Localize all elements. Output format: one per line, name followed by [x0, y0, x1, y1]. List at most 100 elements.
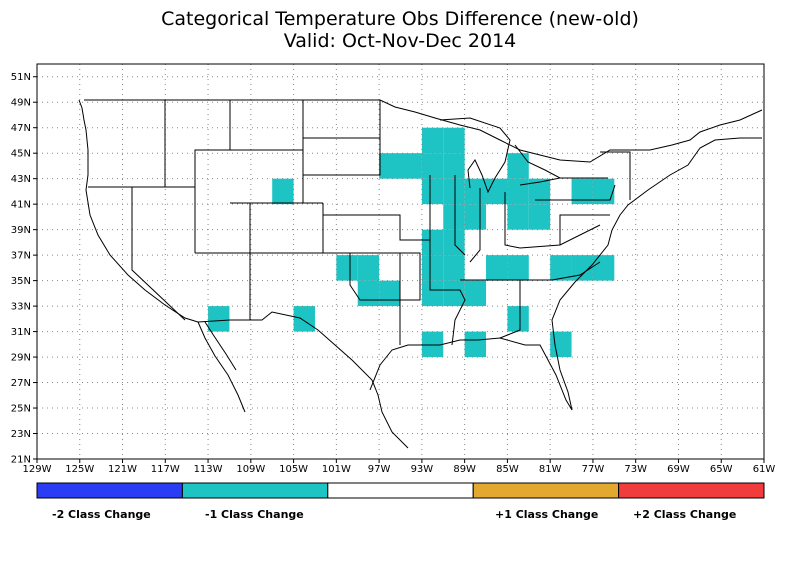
legend-swatch — [327, 482, 474, 499]
lon-tick-label: 105W — [279, 464, 308, 475]
lon-tick-label: 61W — [753, 464, 776, 475]
lat-tick-label: 39N — [11, 225, 31, 236]
state-lines-central — [302, 100, 521, 346]
great-lakes — [439, 117, 608, 194]
minus1-cell — [443, 178, 465, 205]
canada-border — [84, 99, 763, 163]
minus1-cell — [421, 280, 444, 307]
lat-tick-label: 47N — [11, 123, 31, 134]
lon-tick-label: 85W — [496, 464, 519, 475]
minus1-cell — [443, 204, 465, 230]
minus1-cell — [421, 127, 444, 154]
latitude-labels: 51N 49N 47N 45N 43N 41N 39N 37N 35N 33N 31N 29N 27N 2… — [11, 72, 37, 466]
lon-tick-label: 81W — [539, 464, 562, 475]
legend-swatch — [181, 482, 329, 499]
minus1-cell — [464, 280, 487, 307]
longitude-labels: 129W 125W 121W 117W 113W 109W 105W 101W 97W 93W 89… — [23, 459, 776, 475]
state-lines-west — [88, 100, 324, 321]
minus1-cell — [507, 153, 529, 179]
minus1-cell — [421, 153, 444, 179]
minus1-cell — [464, 331, 487, 358]
us-outline-layer — [78, 99, 763, 449]
map-frame — [36, 63, 765, 460]
lat-tick-label: 29N — [11, 353, 31, 364]
minus1-cells-layer — [208, 127, 615, 358]
map-title: Categorical Temperature Obs Difference (… — [161, 8, 639, 30]
minus1-cell — [357, 280, 380, 307]
minus1-cell — [528, 178, 551, 205]
minus1-cell — [550, 255, 572, 281]
lon-tick-label: 65W — [710, 464, 733, 475]
minus1-cell — [486, 255, 508, 281]
minus1-cell — [443, 127, 465, 154]
minus1-cell — [293, 306, 315, 332]
minus1-cell — [400, 153, 422, 179]
map-border — [36, 63, 765, 460]
lon-tick-label: 113W — [194, 464, 223, 475]
minus1-cell — [592, 178, 615, 205]
mexico-border — [197, 311, 409, 449]
minus1-cell — [421, 178, 444, 205]
lon-tick-label: 117W — [151, 464, 180, 475]
minus1-cell — [421, 229, 444, 256]
lat-tick-label: 49N — [11, 98, 31, 109]
minus1-cell — [336, 255, 358, 281]
minus1-cell — [421, 331, 444, 358]
coastline-west — [78, 99, 199, 323]
legend-label-plus2: +2 Class Change — [633, 508, 737, 521]
minus1-cell — [571, 178, 593, 205]
minus1-cell — [208, 306, 230, 332]
minus1-cell — [507, 178, 529, 205]
lat-tick-label: 37N — [11, 251, 31, 262]
minus1-cell — [443, 255, 465, 281]
state-lines-east — [429, 151, 631, 281]
lon-tick-label: 89W — [453, 464, 476, 475]
minus1-cell — [592, 255, 615, 281]
minus1-cell — [379, 280, 401, 307]
lat-tick-label: 41N — [11, 200, 31, 211]
minus1-cell — [421, 255, 444, 281]
minus1-cell — [507, 204, 529, 230]
baja-coast — [197, 321, 246, 413]
minus1-cell — [464, 204, 487, 230]
lon-tick-label: 109W — [236, 464, 265, 475]
minus1-cell — [443, 280, 465, 307]
legend-label-minus2: -2 Class Change — [52, 508, 151, 521]
lon-tick-label: 69W — [667, 464, 690, 475]
lat-tick-label: 21N — [11, 455, 31, 466]
minus1-cell — [507, 255, 529, 281]
lon-tick-label: 101W — [322, 464, 351, 475]
minus1-cell — [464, 178, 487, 205]
lat-tick-label: 35N — [11, 276, 31, 287]
minus1-cell — [486, 178, 508, 205]
lon-tick-label: 125W — [65, 464, 94, 475]
minus1-cell — [507, 306, 529, 332]
lon-tick-label: 97W — [368, 464, 391, 475]
minus1-cell — [550, 331, 572, 358]
lon-tick-label: 73W — [624, 464, 647, 475]
legend-label-minus1: -1 Class Change — [205, 508, 304, 521]
lat-tick-label: 27N — [11, 378, 31, 389]
lon-tick-label: 121W — [108, 464, 137, 475]
minus1-cell — [571, 255, 593, 281]
lat-tick-label: 23N — [11, 429, 31, 440]
legend-swatch — [36, 482, 183, 499]
lon-tick-label: 129W — [23, 464, 52, 475]
minus1-cell — [443, 153, 465, 179]
minus1-cell — [528, 204, 551, 230]
lat-tick-label: 45N — [11, 149, 31, 160]
legend-color-bar — [36, 482, 765, 499]
minus1-cell — [272, 178, 294, 205]
legend-label-plus1: +1 Class Change — [495, 508, 599, 521]
gulf-mexico-coast — [369, 137, 762, 411]
minus1-cell — [379, 153, 401, 179]
map-subtitle: Valid: Oct-Nov-Dec 2014 — [283, 30, 517, 52]
lat-tick-label: 43N — [11, 174, 31, 185]
lat-tick-label: 33N — [11, 302, 31, 313]
minus1-cell — [357, 255, 380, 281]
lon-tick-label: 93W — [411, 464, 434, 475]
lat-tick-label: 51N — [11, 72, 31, 83]
lat-tick-label: 25N — [11, 404, 31, 415]
legend-swatch — [472, 482, 620, 499]
